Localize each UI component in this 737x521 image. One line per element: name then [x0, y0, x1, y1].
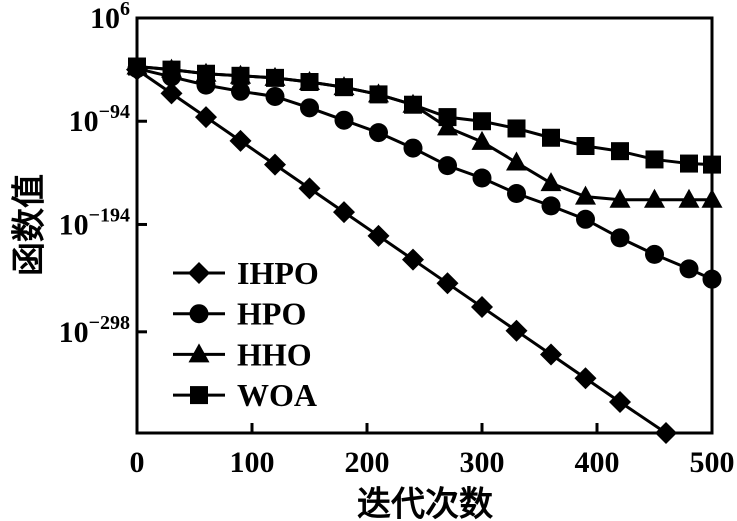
marker-diamond-IHPO — [436, 272, 459, 295]
marker-diamond-IHPO — [505, 319, 528, 342]
marker-diamond-IHPO — [402, 248, 424, 271]
marker-triangle-HHO — [506, 151, 527, 171]
series-line-IHPO — [136, 68, 667, 435]
marker-triangle-HHO — [678, 188, 700, 208]
marker-square-WOA — [473, 112, 491, 131]
marker-circle-HPO — [472, 168, 492, 188]
marker-diamond-IHPO — [160, 82, 183, 105]
x-tick-label: 200 — [345, 446, 390, 479]
marker-triangle-HHO — [609, 188, 631, 208]
marker-square-WOA — [128, 57, 146, 76]
marker-square-WOA — [703, 155, 721, 174]
marker-circle-HPO — [645, 244, 664, 264]
marker-diamond-IHPO — [471, 296, 493, 319]
marker-square-WOA — [404, 95, 422, 114]
marker-square-WOA — [300, 73, 319, 92]
marker-circle-HPO — [300, 98, 319, 118]
x-tick-label: 100 — [230, 446, 275, 479]
y-tick-label: 10−194 — [59, 204, 130, 241]
series-line-HPO — [136, 67, 713, 281]
marker-triangle-HHO — [540, 172, 562, 192]
legend-marker-circle — [189, 304, 209, 324]
marker-square-WOA — [266, 68, 284, 87]
legend-marker-square — [190, 386, 208, 405]
marker-square-WOA — [576, 137, 595, 156]
marker-circle-HPO — [334, 110, 354, 130]
y-axis-label: 函数值 — [11, 174, 49, 276]
marker-diamond-IHPO — [333, 201, 355, 224]
marker-square-WOA — [197, 64, 215, 83]
marker-diamond-IHPO — [367, 224, 390, 247]
marker-triangle-HHO — [701, 188, 723, 208]
x-tick-label: 300 — [460, 446, 505, 479]
marker-circle-HPO — [576, 209, 595, 229]
marker-diamond-IHPO — [655, 422, 677, 444]
marker-triangle-HHO — [575, 185, 596, 205]
x-tick-label: 0 — [130, 446, 145, 479]
legend-item-HHO: HHO — [173, 336, 312, 372]
marker-square-WOA — [507, 119, 526, 138]
marker-diamond-IHPO — [264, 153, 286, 176]
series-line-HHO — [136, 65, 712, 202]
legend-marker-diamond — [188, 262, 210, 284]
marker-diamond-IHPO — [574, 367, 597, 390]
marker-circle-HPO — [679, 259, 699, 279]
marker-circle-HPO — [541, 196, 561, 216]
marker-square-WOA — [335, 78, 353, 97]
marker-triangle-HHO — [644, 188, 665, 208]
legend-item-WOA: WOA — [173, 377, 317, 413]
marker-circle-HPO — [702, 269, 722, 289]
marker-triangle-HHO — [471, 130, 493, 150]
marker-diamond-IHPO — [229, 129, 252, 152]
plot-border — [135, 16, 714, 435]
marker-square-WOA — [542, 128, 560, 147]
marker-circle-HPO — [403, 138, 423, 158]
marker-circle-HPO — [369, 123, 388, 143]
marker-square-WOA — [162, 60, 181, 79]
y-tick-label: 106 — [90, 0, 130, 35]
marker-square-WOA — [438, 108, 457, 127]
legend-item-IHPO: IHPO — [173, 255, 319, 291]
marker-diamond-IHPO — [298, 177, 321, 200]
x-axis-label: 迭代次数 — [357, 486, 493, 521]
legend-label-HHO: HHO — [237, 336, 312, 372]
legend-label-HPO: HPO — [237, 296, 306, 332]
legend-label-WOA: WOA — [237, 377, 317, 413]
marker-diamond-IHPO — [540, 343, 562, 366]
marker-square-WOA — [369, 85, 388, 104]
legend-label-IHPO: IHPO — [237, 255, 319, 291]
legend-item-HPO: HPO — [173, 296, 306, 332]
marker-circle-HPO — [265, 86, 285, 106]
marker-square-WOA — [231, 66, 250, 85]
legend-marker-triangle — [188, 343, 210, 363]
y-tick-label: 10−94 — [69, 101, 130, 138]
marker-diamond-IHPO — [195, 106, 217, 129]
marker-diamond-IHPO — [609, 391, 631, 414]
marker-square-WOA — [611, 142, 629, 161]
x-tick-label: 500 — [690, 446, 735, 479]
marker-circle-HPO — [438, 156, 457, 176]
marker-circle-HPO — [507, 183, 526, 203]
y-tick-label: 10−298 — [59, 312, 130, 349]
marker-circle-HPO — [231, 81, 250, 101]
marker-circle-HPO — [610, 228, 630, 248]
marker-square-WOA — [645, 150, 664, 169]
marker-square-WOA — [680, 154, 698, 173]
x-tick-label: 400 — [575, 446, 620, 479]
